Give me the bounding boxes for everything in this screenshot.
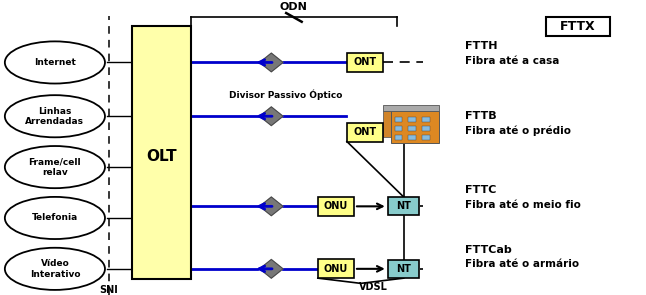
Ellipse shape (5, 146, 105, 188)
Text: Telefonia: Telefonia (32, 214, 78, 222)
Text: ODN: ODN (280, 1, 308, 12)
Text: FTTH: FTTH (465, 42, 497, 51)
Text: Frame/cell
relav: Frame/cell relav (28, 158, 81, 177)
Polygon shape (260, 260, 283, 278)
Polygon shape (260, 53, 283, 72)
FancyBboxPatch shape (391, 111, 439, 143)
Text: NT: NT (396, 201, 412, 211)
Ellipse shape (5, 41, 105, 83)
Text: ONU: ONU (324, 264, 348, 274)
FancyBboxPatch shape (395, 135, 402, 140)
Text: Fibra até o prédio: Fibra até o prédio (465, 125, 571, 136)
FancyBboxPatch shape (132, 26, 191, 279)
Text: Fibra até o meio fio: Fibra até o meio fio (465, 200, 581, 210)
FancyBboxPatch shape (422, 126, 430, 131)
FancyBboxPatch shape (348, 53, 382, 72)
Text: Linhas
Arrendadas: Linhas Arrendadas (25, 106, 85, 126)
FancyBboxPatch shape (408, 135, 416, 140)
Text: SNI: SNI (99, 285, 118, 295)
Text: FTTC: FTTC (465, 185, 497, 195)
Text: NT: NT (396, 264, 412, 274)
FancyBboxPatch shape (348, 123, 382, 142)
Text: VDSL: VDSL (359, 282, 388, 292)
FancyBboxPatch shape (388, 260, 419, 278)
FancyBboxPatch shape (408, 117, 416, 122)
Ellipse shape (5, 248, 105, 290)
Ellipse shape (5, 95, 105, 137)
Text: Vídeo
Interativo: Vídeo Interativo (30, 259, 80, 278)
Text: ONU: ONU (324, 201, 348, 211)
FancyBboxPatch shape (546, 17, 610, 36)
FancyBboxPatch shape (395, 126, 402, 131)
FancyBboxPatch shape (318, 259, 354, 278)
Polygon shape (260, 107, 283, 126)
Text: FTTCab: FTTCab (465, 245, 512, 255)
Text: FTTX: FTTX (560, 20, 596, 33)
Text: ONT: ONT (353, 127, 377, 137)
FancyBboxPatch shape (383, 111, 412, 137)
FancyBboxPatch shape (408, 126, 416, 131)
Text: Divisor Passivo Óptico: Divisor Passivo Óptico (229, 89, 343, 100)
FancyBboxPatch shape (388, 197, 419, 215)
Text: Fibra até a casa: Fibra até a casa (465, 56, 559, 66)
Text: FTTB: FTTB (465, 111, 497, 121)
FancyBboxPatch shape (422, 117, 430, 122)
Text: Fibra até o armário: Fibra até o armário (465, 260, 579, 269)
Text: ONT: ONT (353, 58, 377, 68)
FancyBboxPatch shape (383, 105, 439, 111)
Ellipse shape (5, 197, 105, 239)
Text: Internet: Internet (34, 58, 76, 67)
Polygon shape (260, 197, 283, 216)
FancyBboxPatch shape (422, 135, 430, 140)
FancyBboxPatch shape (395, 117, 402, 122)
Text: OLT: OLT (146, 150, 177, 164)
FancyBboxPatch shape (318, 197, 354, 216)
